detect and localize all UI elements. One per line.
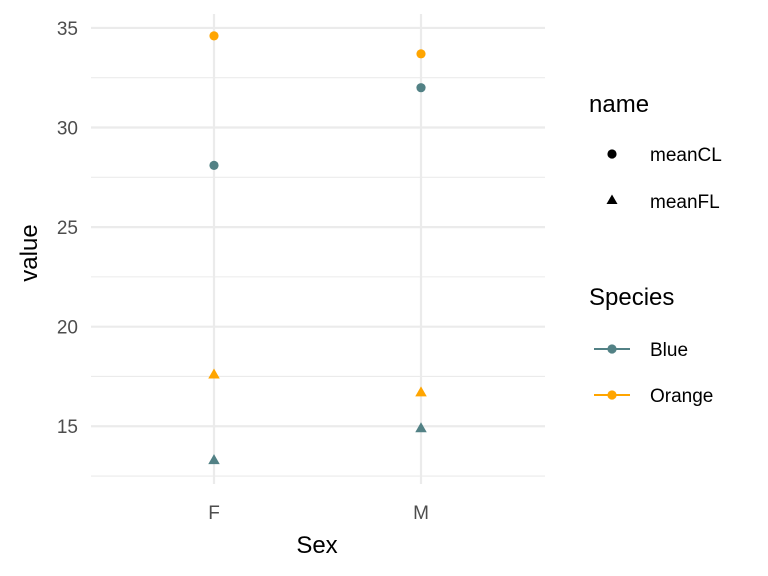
legend-key-blue	[607, 344, 617, 354]
point-meanCL-blue	[416, 83, 426, 93]
grid	[91, 14, 545, 484]
point-meanFL-orange	[208, 368, 220, 379]
point-meanCL-blue	[209, 160, 219, 170]
legend-label-meancl: meanCL	[650, 145, 722, 166]
y-tick-label: 20	[57, 318, 78, 339]
legend-key-meanfl	[606, 194, 618, 204]
point-meanFL-blue	[415, 422, 427, 433]
y-tick-label: 25	[57, 218, 78, 239]
point-meanCL-orange	[209, 31, 219, 41]
point-meanFL-orange	[415, 386, 427, 397]
y-axis-title: value	[16, 224, 43, 281]
legend-key-meancl	[607, 149, 617, 159]
x-axis-title: Sex	[296, 532, 337, 559]
axes: Sex value 15 20 25 30 35 F M	[16, 19, 429, 559]
legend-label-blue: Blue	[650, 340, 688, 361]
legend-title-name: name	[589, 91, 649, 118]
x-tick-label: M	[413, 503, 429, 524]
y-tick-label: 35	[57, 19, 78, 40]
point-meanFL-blue	[208, 454, 220, 465]
legend-label-meanfl: meanFL	[650, 192, 720, 213]
legend-key-orange	[607, 390, 617, 400]
x-tick-label: F	[208, 503, 220, 524]
legend-title-species: Species	[589, 284, 674, 311]
data-points	[208, 31, 427, 465]
y-tick-label: 30	[57, 119, 78, 140]
legend: name meanCL meanFL Species Blue Orange	[589, 91, 722, 407]
legend-label-orange: Orange	[650, 386, 713, 407]
point-meanCL-orange	[416, 49, 426, 59]
y-tick-label: 15	[57, 417, 78, 438]
